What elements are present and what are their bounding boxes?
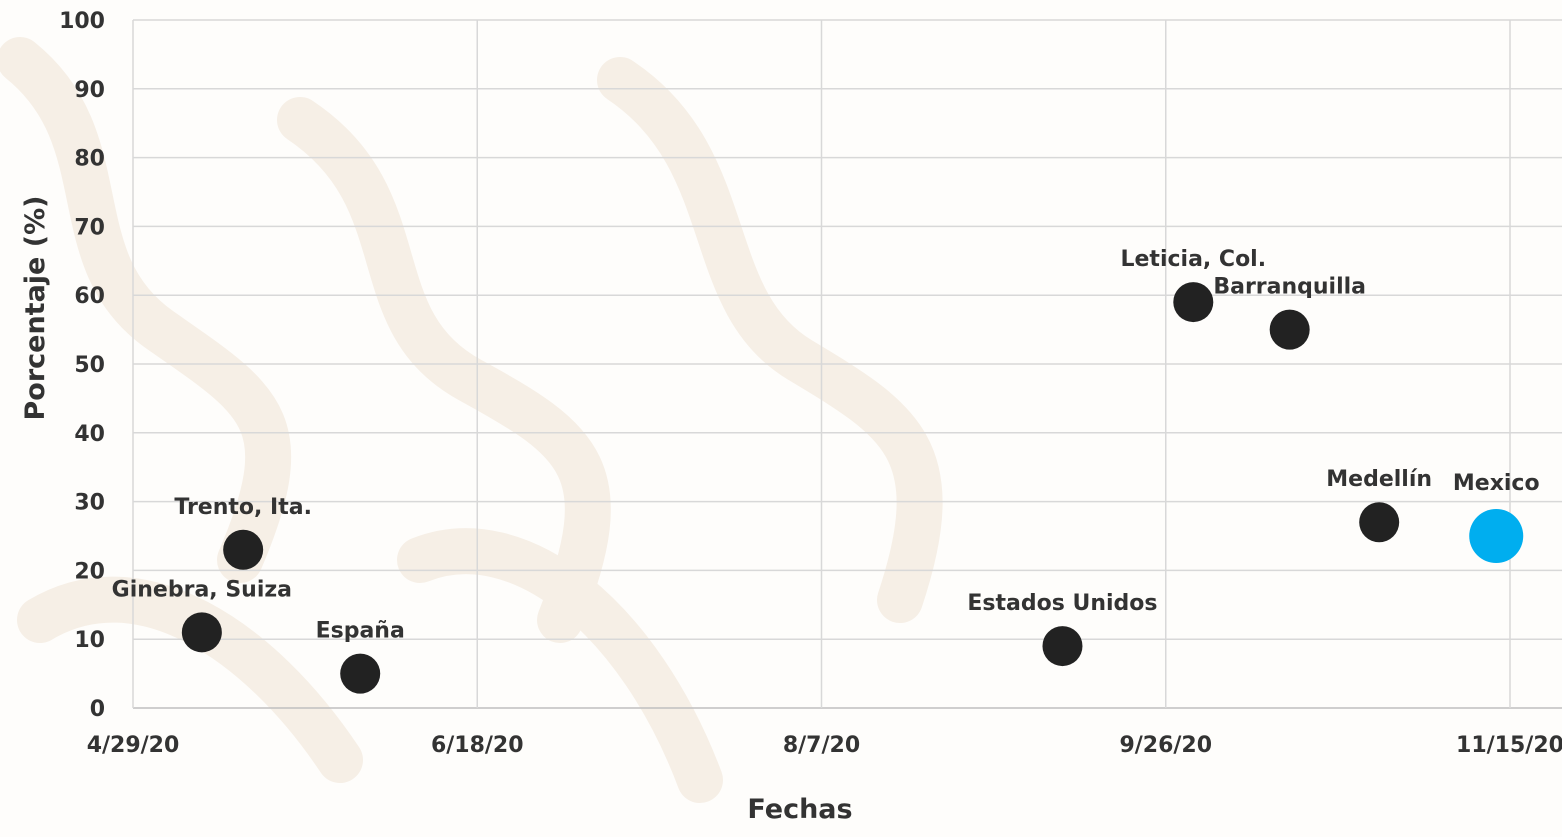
data-point	[1173, 282, 1214, 323]
data-points	[181, 282, 1524, 694]
y-tick-label: 80	[74, 147, 105, 172]
data-point	[223, 529, 264, 570]
point-label: España	[316, 619, 405, 644]
point-label: Trento, Ita.	[174, 495, 312, 520]
data-point	[1269, 309, 1310, 350]
point-label: Barranquilla	[1213, 275, 1366, 300]
y-tick-label: 10	[74, 628, 105, 653]
data-point	[340, 653, 381, 694]
point-label: Mexico	[1453, 471, 1540, 496]
background-swirl	[597, 57, 943, 623]
y-tick-label: 30	[74, 491, 105, 516]
x-tick-label: 6/18/20	[431, 733, 524, 758]
x-tick-label: 9/26/20	[1119, 733, 1212, 758]
background-pattern	[0, 37, 943, 803]
y-tick-label: 40	[74, 422, 105, 447]
y-axis-title: Porcentaje (%)	[20, 195, 51, 420]
gridlines	[132, 19, 1562, 709]
data-point	[1469, 509, 1524, 563]
data-point	[181, 612, 222, 653]
y-tick-label: 0	[90, 697, 105, 722]
x-tick-label: 11/15/20	[1456, 733, 1562, 758]
y-tick-label: 50	[74, 353, 105, 378]
point-label: Ginebra, Suiza	[112, 577, 292, 602]
y-tick-label: 100	[59, 9, 105, 34]
y-tick-label: 90	[74, 78, 105, 103]
point-label: Medellín	[1326, 467, 1432, 492]
data-point	[1042, 626, 1083, 667]
tick-labels: 0 10 20 30 40 50 60 70 80 90 100 4/29/20 6/18/20 8/7/…	[59, 9, 1562, 758]
x-tick-label: 4/29/20	[87, 733, 180, 758]
background-swirl	[397, 528, 723, 803]
point-labels: Ginebra, Suiza Trento, Ita. España Estados …	[112, 247, 1540, 644]
background-swirl	[277, 97, 611, 643]
point-label: Leticia, Col.	[1120, 247, 1266, 272]
x-axis-title: Fechas	[747, 794, 852, 825]
y-tick-label: 70	[74, 215, 105, 240]
x-tick-label: 8/7/20	[783, 733, 860, 758]
y-tick-label: 20	[74, 559, 105, 584]
y-tick-label: 60	[74, 284, 105, 309]
point-label: Estados Unidos	[967, 591, 1157, 616]
data-point	[1359, 502, 1400, 543]
background-swirl	[0, 37, 292, 583]
